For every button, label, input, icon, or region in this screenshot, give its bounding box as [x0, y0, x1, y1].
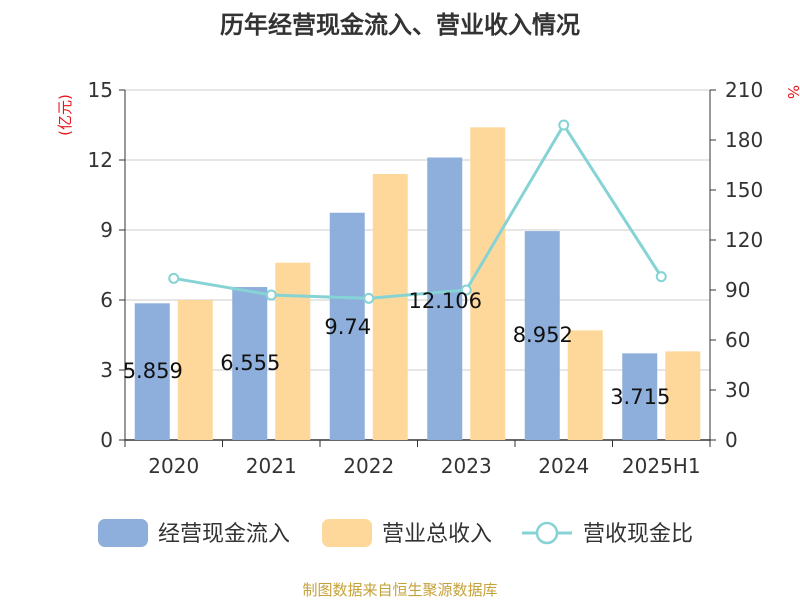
x-tick-label: 2022 — [343, 454, 394, 478]
x-tick-label: 2021 — [246, 454, 297, 478]
y-left-tick-label: 15 — [88, 78, 113, 102]
bar-cash-inflow — [427, 157, 463, 440]
legend: 经营现金流入 营业总收入 营收现金比 — [98, 519, 693, 547]
x-tick-label: 2024 — [538, 454, 589, 478]
y-left-tick-label: 3 — [100, 358, 113, 382]
bar-total-revenue — [372, 174, 408, 440]
bar-cash-inflow — [134, 303, 170, 440]
data-label: 8.952 — [513, 323, 573, 347]
legend-label-total-revenue: 营业总收入 — [382, 522, 492, 547]
bar-total-revenue — [177, 300, 213, 440]
y-left-tick-label: 12 — [88, 148, 113, 172]
y-right-tick-label: 60 — [725, 328, 750, 352]
y-right-tick-label: 30 — [725, 378, 750, 402]
data-label: 12.106 — [409, 289, 482, 313]
y-right-tick-label: 150 — [725, 178, 763, 202]
legend-swatch-cash-inflow — [98, 519, 148, 547]
y-right-tick-label: 0 — [725, 428, 738, 452]
y-right-tick-label: 120 — [725, 228, 763, 252]
bars — [134, 127, 701, 440]
legend-label-ratio: 营收现金比 — [583, 522, 693, 547]
data-label: 3.715 — [610, 385, 670, 409]
axes: 036912150306090120150180210(亿元)%20202021… — [56, 78, 800, 478]
bar-total-revenue — [665, 351, 701, 440]
y-right-tick-label: 210 — [725, 78, 763, 102]
bar-total-revenue — [275, 262, 311, 440]
source-note: 制图数据来自恒生聚源数据库 — [302, 581, 497, 599]
y-right-tick-label: 90 — [725, 278, 750, 302]
bar-cash-inflow — [329, 212, 365, 440]
x-tick-label: 2025H1 — [622, 454, 701, 478]
y-right-tick-label: 180 — [725, 128, 763, 152]
legend-swatch-ratio-marker — [535, 521, 559, 545]
ratio-line-path — [173, 122, 663, 300]
bar-total-revenue — [470, 127, 506, 440]
data-labels: 5.859 6.555 9.74 12.106 8.952 3.715 — [123, 289, 671, 409]
bar-cash-inflow — [232, 287, 268, 440]
y-left-tick-label: 6 — [100, 288, 113, 312]
chart-title: 历年经营现金流入、营业收入情况 — [220, 11, 580, 39]
ratio-point — [168, 272, 180, 284]
ratio-point — [558, 119, 570, 131]
bar-cash-inflow — [622, 353, 658, 440]
legend-label-cash-inflow: 经营现金流入 — [158, 522, 290, 547]
ratio-line — [168, 119, 667, 304]
legend-swatch-total-revenue — [322, 519, 372, 547]
ratio-point — [655, 271, 667, 283]
data-label: 5.859 — [123, 359, 183, 383]
y-left-tick-label: 0 — [100, 428, 113, 452]
x-tick-label: 2023 — [441, 454, 492, 478]
data-label: 9.74 — [324, 315, 371, 339]
ratio-point — [363, 292, 375, 304]
y-right-unit: % — [784, 85, 800, 99]
data-label: 6.555 — [220, 351, 280, 375]
bar-total-revenue — [567, 330, 603, 440]
ratio-point — [265, 289, 277, 301]
grid — [125, 89, 710, 371]
x-tick-label: 2020 — [148, 454, 199, 478]
bar-cash-inflow — [524, 231, 560, 440]
y-left-tick-label: 9 — [100, 218, 113, 242]
ratio-point — [460, 284, 472, 296]
y-left-unit: (亿元) — [56, 94, 74, 136]
